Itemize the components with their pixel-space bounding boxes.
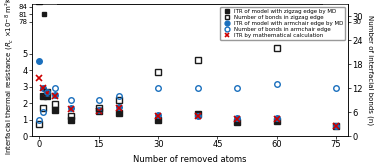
Bonds zigzag bbox=[156, 71, 160, 73]
ITR armchair MD bbox=[195, 115, 200, 117]
Bonds zigzag bbox=[69, 115, 73, 117]
Bonds zigzag bbox=[116, 99, 121, 101]
ITR zigzag MD bbox=[116, 112, 121, 114]
Legend: ITR of model with zigzag edge by MD, Number of bonds in zigzag edge, ITR of mode: ITR of model with zigzag edge by MD, Num… bbox=[220, 7, 345, 40]
Bonds armchair bbox=[334, 87, 338, 89]
Bonds armchair bbox=[41, 111, 46, 113]
ITR armchair MD bbox=[45, 92, 50, 94]
ITR math bbox=[96, 110, 101, 112]
ITR math bbox=[41, 87, 46, 89]
ITR math bbox=[195, 115, 200, 117]
ITR armchair MD bbox=[334, 125, 338, 127]
Bonds armchair bbox=[156, 87, 160, 89]
Y-axis label: Interfacial thermal resistance ($R_c$ ×10$^{-8}$ m²K/W): Interfacial thermal resistance ($R_c$ ×1… bbox=[4, 0, 17, 155]
Bonds zigzag bbox=[45, 91, 50, 93]
ITR armchair MD bbox=[274, 117, 279, 119]
Bonds armchair bbox=[69, 99, 73, 101]
Bonds zigzag bbox=[274, 47, 279, 49]
ITR armchair MD bbox=[116, 106, 121, 108]
Bonds armchair bbox=[116, 95, 121, 97]
ITR armchair MD bbox=[41, 87, 46, 89]
ITR zigzag MD bbox=[195, 113, 200, 115]
ITR armchair MD bbox=[235, 117, 240, 119]
Line: Bonds zigzag: Bonds zigzag bbox=[37, 45, 279, 127]
Bonds zigzag bbox=[37, 123, 42, 125]
ITR zigzag MD bbox=[41, 95, 46, 97]
Y-axis label: Number of interfacial bonds (n): Number of interfacial bonds (n) bbox=[367, 15, 374, 125]
ITR armchair MD bbox=[69, 107, 73, 109]
ITR zigzag MD bbox=[156, 119, 160, 121]
ITR math bbox=[37, 77, 42, 79]
Line: ITR armchair MD: ITR armchair MD bbox=[37, 58, 339, 129]
ITR math bbox=[235, 118, 240, 120]
Line: ITR zigzag MD: ITR zigzag MD bbox=[41, 93, 339, 129]
ITR zigzag MD bbox=[235, 121, 240, 123]
ITR armchair MD bbox=[53, 94, 57, 96]
ITR math bbox=[53, 95, 57, 97]
ITR zigzag MD bbox=[69, 119, 73, 121]
Line: Bonds armchair: Bonds armchair bbox=[37, 81, 339, 123]
ITR math bbox=[45, 92, 50, 94]
Bonds armchair bbox=[37, 119, 42, 121]
ITR armchair MD bbox=[96, 109, 101, 111]
Bonds zigzag bbox=[53, 103, 57, 105]
Bonds armchair bbox=[96, 99, 101, 101]
X-axis label: Number of removed atoms: Number of removed atoms bbox=[133, 155, 246, 164]
Line: ITR math: ITR math bbox=[37, 75, 339, 129]
Bonds zigzag bbox=[195, 59, 200, 61]
Bonds armchair bbox=[195, 87, 200, 89]
ITR math bbox=[274, 118, 279, 120]
Bonds armchair bbox=[274, 83, 279, 85]
ITR math bbox=[69, 108, 73, 110]
ITR zigzag MD bbox=[334, 125, 338, 127]
ITR zigzag MD bbox=[96, 110, 101, 112]
Bonds armchair bbox=[53, 87, 57, 89]
ITR zigzag MD bbox=[274, 120, 279, 122]
ITR armchair MD bbox=[156, 114, 160, 116]
Bonds armchair bbox=[235, 87, 240, 89]
ITR zigzag MD bbox=[53, 109, 57, 111]
ITR math bbox=[116, 107, 121, 109]
ITR armchair MD bbox=[37, 60, 42, 62]
Bonds zigzag bbox=[41, 107, 46, 109]
Bonds armchair bbox=[45, 91, 50, 93]
Bonds zigzag bbox=[96, 107, 101, 109]
ITR math bbox=[334, 125, 338, 127]
ITR zigzag MD bbox=[45, 95, 50, 97]
ITR math bbox=[156, 115, 160, 117]
